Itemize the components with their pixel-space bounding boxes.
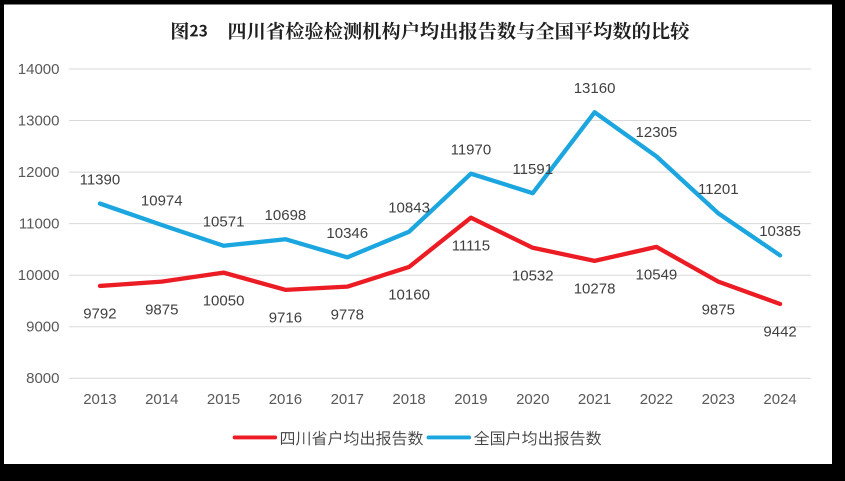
svg-text:9792: 9792 [83, 306, 116, 323]
svg-text:11970: 11970 [451, 141, 492, 158]
svg-text:2020: 2020 [516, 391, 549, 408]
svg-text:10571: 10571 [203, 213, 245, 230]
svg-text:12305: 12305 [636, 124, 678, 141]
svg-text:10160: 10160 [388, 287, 430, 304]
svg-text:10000: 10000 [18, 267, 60, 284]
svg-text:10346: 10346 [326, 225, 368, 242]
svg-text:11201: 11201 [698, 181, 739, 198]
svg-text:2016: 2016 [269, 391, 302, 408]
svg-text:10385: 10385 [759, 223, 801, 240]
svg-text:12000: 12000 [18, 164, 60, 181]
svg-text:9875: 9875 [145, 301, 178, 318]
svg-text:11390: 11390 [80, 171, 121, 188]
svg-text:13160: 13160 [574, 80, 616, 97]
svg-text:9442: 9442 [763, 324, 796, 341]
svg-text:9778: 9778 [331, 306, 364, 323]
svg-text:2015: 2015 [207, 391, 240, 408]
svg-text:2022: 2022 [640, 391, 673, 408]
svg-text:8000: 8000 [26, 370, 59, 387]
svg-text:10549: 10549 [636, 267, 678, 284]
svg-text:2019: 2019 [454, 391, 487, 408]
svg-text:10050: 10050 [203, 292, 245, 309]
svg-text:13000: 13000 [18, 112, 60, 129]
svg-text:2021: 2021 [578, 391, 611, 408]
svg-text:14000: 14000 [18, 61, 60, 78]
svg-text:10974: 10974 [141, 193, 183, 210]
svg-text:9000: 9000 [26, 319, 59, 336]
svg-text:2023: 2023 [702, 391, 735, 408]
svg-text:2014: 2014 [145, 391, 178, 408]
svg-text:11000: 11000 [19, 215, 60, 232]
svg-text:10532: 10532 [512, 267, 554, 284]
svg-text:10698: 10698 [265, 207, 307, 224]
svg-text:10843: 10843 [388, 199, 430, 216]
svg-text:11115: 11115 [452, 237, 490, 254]
svg-text:2024: 2024 [763, 391, 796, 408]
svg-text:9875: 9875 [702, 301, 735, 318]
svg-text:11591: 11591 [512, 161, 553, 178]
svg-text:10278: 10278 [574, 281, 616, 298]
svg-text:9716: 9716 [269, 310, 302, 327]
svg-text:2017: 2017 [331, 391, 364, 408]
svg-text:2018: 2018 [392, 391, 425, 408]
svg-text:2013: 2013 [83, 391, 116, 408]
